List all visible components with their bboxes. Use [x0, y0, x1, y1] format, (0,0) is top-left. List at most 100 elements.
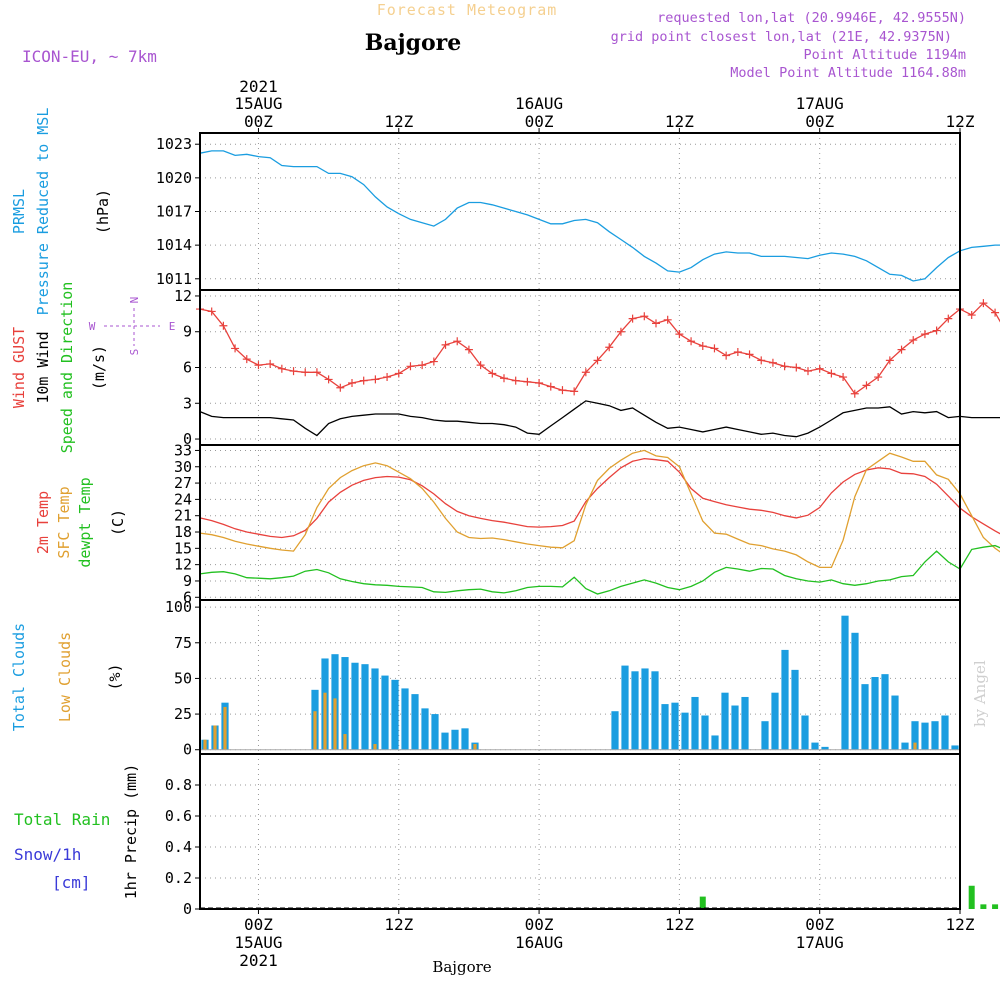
model-label: ICON-EU, ~ 7km: [22, 47, 157, 66]
ytick-label: 1023: [156, 135, 192, 153]
total-cloud-bar: [421, 708, 429, 750]
ytick-label: 75: [174, 634, 192, 652]
ytick-label: 1017: [156, 203, 192, 221]
gust-marker: [558, 386, 567, 395]
top-tick-label: 12Z: [946, 112, 975, 131]
total-cloud-bar: [611, 711, 619, 750]
compass-cross: [104, 308, 160, 346]
ylabel-temperature-0: 2m Temp: [34, 491, 52, 554]
total-cloud-bar: [401, 688, 409, 750]
precip-legend-2: [cm]: [52, 873, 91, 892]
gust-marker: [827, 369, 836, 378]
gust-marker: [336, 383, 345, 392]
gust-marker: [979, 299, 988, 308]
ylabel-pressure-1: Pressure Reduced to MSL: [34, 108, 52, 316]
ytick-label: 0.8: [165, 776, 192, 794]
ylabel-wind-2: Speed and Direction: [58, 282, 76, 454]
ytick-label: 27: [174, 474, 192, 492]
ytick-label: 0.6: [165, 807, 192, 825]
ytick-label: 1011: [156, 270, 192, 288]
total-cloud-bar: [711, 735, 719, 750]
gust-marker: [944, 314, 953, 323]
bottom-date-label: 16AUG: [515, 933, 563, 952]
ytick-label: 3: [183, 394, 192, 412]
total-cloud-bar: [801, 715, 809, 750]
low-cloud-bar: [213, 725, 217, 750]
precip-legend-1: Snow/1h: [14, 845, 81, 864]
total-cloud-bar: [851, 632, 859, 750]
gust-marker: [219, 321, 228, 330]
gust-marker: [815, 364, 824, 373]
total-cloud-bar: [951, 745, 959, 750]
total-cloud-bar: [841, 615, 849, 750]
total-cloud-bar: [901, 742, 909, 750]
ytick-label: 18: [174, 523, 192, 541]
gust-marker: [231, 344, 240, 353]
gust-marker: [277, 364, 286, 373]
ytick-label: 6: [183, 588, 192, 606]
ytick-label: 0.2: [165, 869, 192, 887]
total-cloud-bar: [371, 668, 379, 750]
gust-marker: [418, 361, 427, 370]
top-tick-label: 12Z: [384, 112, 413, 131]
gust-marker: [348, 379, 356, 387]
gust-marker: [874, 373, 883, 382]
ytick-label: 21: [174, 507, 192, 525]
chart-title: Forecast Meteogram: [377, 1, 558, 19]
gust-marker: [850, 389, 859, 398]
ytick-label: 24: [174, 490, 192, 508]
low-cloud-bar: [473, 744, 477, 750]
top-date-label: 16AUG: [515, 94, 563, 113]
gust-marker: [383, 373, 392, 382]
total-cloud-bar: [341, 657, 349, 750]
total-cloud-bar: [891, 695, 899, 750]
gust-marker: [511, 376, 520, 385]
total-cloud-bar: [351, 662, 359, 750]
gust-marker: [920, 330, 929, 339]
unit-pressure: (hPa): [94, 189, 112, 234]
compass-s: S: [128, 349, 141, 356]
low-cloud-bar: [333, 698, 337, 750]
ytick-label: 12: [174, 287, 192, 305]
gust-marker: [780, 362, 789, 371]
gust-marker: [570, 387, 579, 396]
total-cloud-bar: [651, 671, 659, 750]
ytick-label: 0: [183, 741, 192, 759]
top-tick-label: 00Z: [244, 112, 273, 131]
ylabel-wind-1: 10m Wind: [34, 331, 52, 403]
gust-marker: [593, 356, 602, 365]
panel-pressure: 1011 1014 1017 1020 1023: [156, 132, 1000, 291]
gust-marker: [464, 345, 473, 354]
bottom-date-label: 15AUG: [234, 933, 282, 952]
gust-marker: [500, 374, 508, 383]
credit-label: by Angel: [971, 660, 989, 727]
total-cloud-bar: [431, 714, 439, 750]
gust-marker: [757, 356, 766, 365]
ylabel-clouds-0: Total Clouds: [10, 623, 28, 731]
gust-marker: [266, 359, 275, 368]
gust-marker: [932, 326, 941, 335]
compass-legend: N S W E: [89, 297, 176, 356]
total-cloud-bar: [941, 715, 949, 750]
ytick-label: 1020: [156, 169, 192, 187]
gust-marker: [394, 369, 403, 378]
ylabel-pressure-0: PRMSL: [10, 189, 28, 234]
compass-w: W: [89, 320, 96, 333]
gust-marker: [581, 368, 590, 377]
total-cloud-bar: [661, 704, 669, 750]
gust-marker: [663, 315, 672, 324]
panels: 1011101410171020102303691269121518212427…: [156, 132, 1000, 918]
ytick-label: 33: [174, 441, 192, 459]
total-cloud-bar: [911, 721, 919, 750]
ytick-label: 9: [183, 323, 192, 341]
total-cloud-bar: [931, 721, 939, 750]
gust-marker: [546, 382, 555, 391]
gust-marker: [640, 312, 649, 321]
gust-marker: [897, 345, 906, 354]
gust-marker: [616, 327, 625, 336]
footer-location: Bajgore: [432, 958, 491, 976]
gust-marker: [429, 357, 438, 366]
total-cloud-bar: [641, 668, 649, 750]
